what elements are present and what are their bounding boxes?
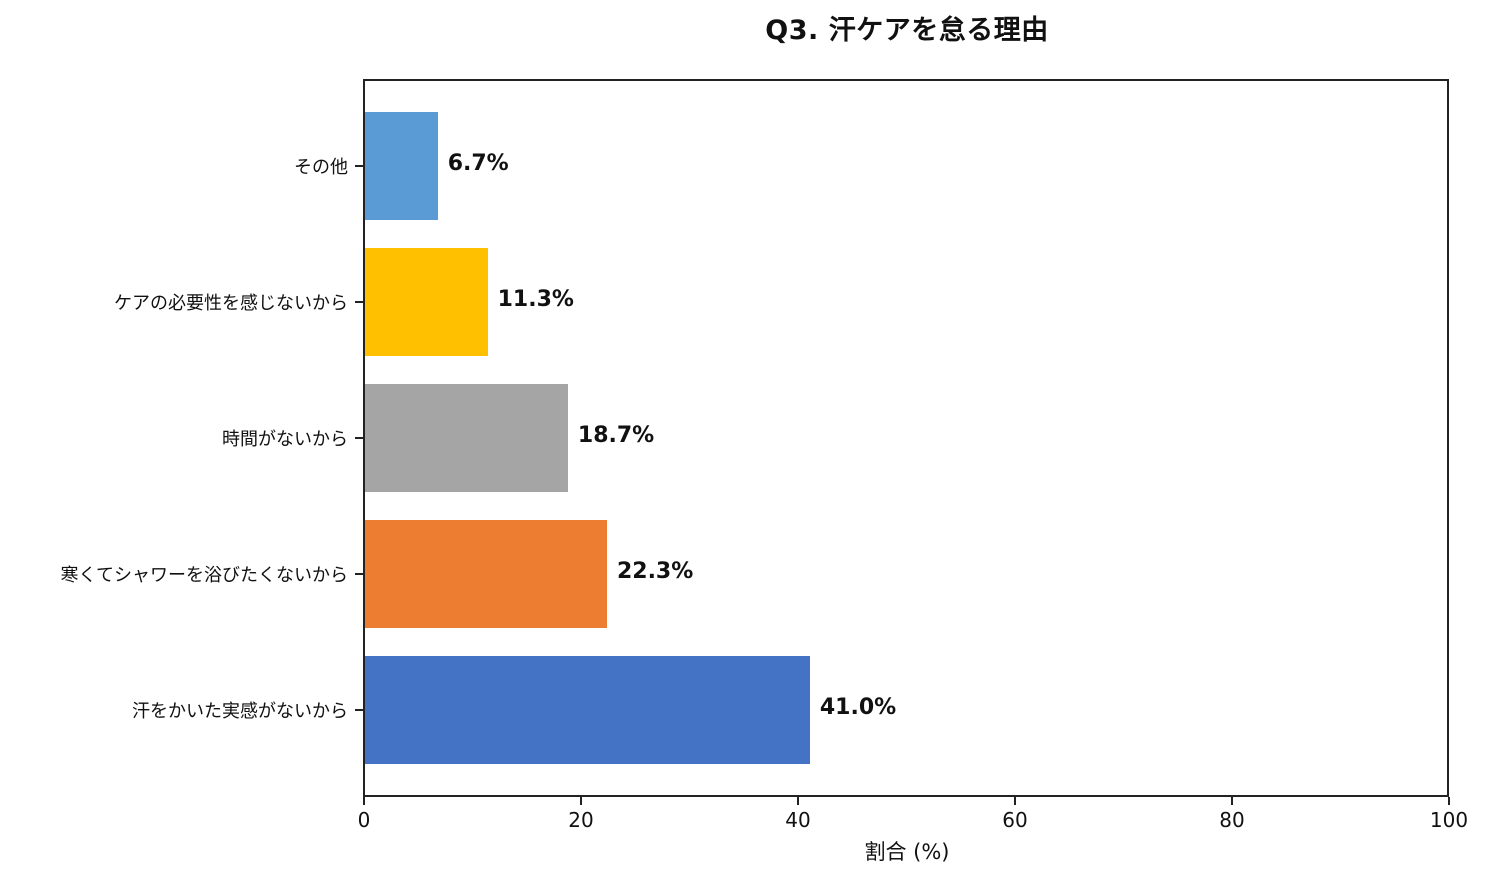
plot-area: 6.7% 11.3% 18.7% 22.3% 41.0% xyxy=(363,79,1449,797)
x-axis-label: 割合 (%) xyxy=(864,840,950,864)
bar xyxy=(365,520,607,628)
x-tick xyxy=(1014,797,1016,805)
bar-value-label: 22.3% xyxy=(616,559,694,584)
x-tick xyxy=(797,797,799,805)
bar xyxy=(365,248,488,356)
x-tick-label: 20 xyxy=(568,808,594,832)
y-tick xyxy=(355,301,363,303)
bar xyxy=(365,384,568,492)
y-tick-label: 汗をかいた実感がないから xyxy=(132,701,348,722)
x-tick-label: 40 xyxy=(785,808,811,832)
y-tick-label: 時間がないから xyxy=(222,429,348,450)
bar-value-label: 11.3% xyxy=(497,287,574,312)
x-tick xyxy=(1448,797,1450,805)
x-tick-label: 0 xyxy=(357,808,371,832)
bar-value-label: 41.0% xyxy=(819,695,897,720)
y-tick xyxy=(355,709,363,711)
y-tick-label: ケアの必要性を感じないから xyxy=(114,293,348,314)
bar xyxy=(365,112,438,220)
x-tick xyxy=(580,797,582,805)
bar-value-label: 18.7% xyxy=(577,423,655,448)
x-tick-label: 60 xyxy=(1002,808,1028,832)
y-tick xyxy=(355,165,363,167)
y-tick-label: 寒くてシャワーを浴びたくないから xyxy=(60,565,348,586)
bar-value-label: 6.7% xyxy=(447,151,509,176)
y-tick xyxy=(355,573,363,575)
x-tick xyxy=(363,797,365,805)
x-tick-label: 100 xyxy=(1429,808,1469,832)
y-tick xyxy=(355,437,363,439)
bar xyxy=(365,656,810,764)
x-tick-label: 80 xyxy=(1219,808,1245,832)
x-tick xyxy=(1231,797,1233,805)
chart-title: Q3. 汗ケアを怠る理由 xyxy=(765,15,1049,46)
y-tick-label: その他 xyxy=(294,157,348,178)
